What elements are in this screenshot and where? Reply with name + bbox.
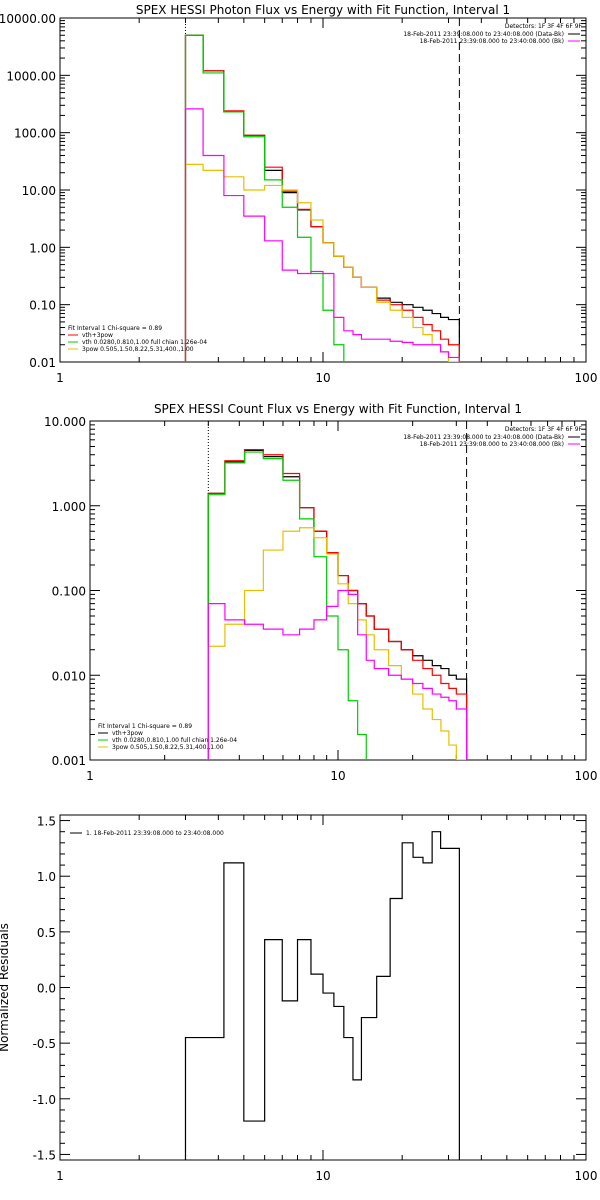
y-axis-label: Normalized Residuals [0, 923, 11, 1052]
chart-title: SPEX HESSI Photon Flux vs Energy with Fi… [136, 3, 510, 17]
x-tick-label: 10 [315, 1169, 330, 1183]
y-tick-label: 10.000 [44, 415, 86, 429]
y-tick-label: -1.0 [33, 1093, 56, 1107]
x-tick-label: 10 [315, 371, 330, 385]
y-tick-label: 0.0 [37, 982, 56, 996]
y-tick-label: 10000.00 [0, 12, 56, 26]
fit-legend-entry: vth+3pow [82, 332, 113, 339]
y-tick-label: 1.0 [37, 870, 56, 884]
y-tick-label: 1.5 [37, 815, 56, 829]
fit-legend-entry: 3pow 0.505,1.50,8.22,5.31,400.,1.00 [112, 744, 224, 751]
x-tick-label: 10 [330, 769, 345, 783]
series-vth-line [184, 34, 460, 362]
time-legend-entry: 18-Feb-2011 23:39:08.000 to 23:40:08.000… [403, 31, 564, 38]
x-tick-label: 1 [56, 1169, 64, 1183]
y-tick-label: -1.5 [33, 1148, 56, 1162]
residual-legend-entry: 1. 18-Feb-2011 23:39:08.000 to 23:40:08.… [86, 830, 224, 837]
series-bk-line [207, 589, 468, 760]
y-tick-label: 0.10 [29, 299, 56, 313]
chart-panel-3: 1 10 100 -1.5 -1.0 -0.5 0.0 0.5 1.0 1.5 Normalized… [0, 814, 598, 1183]
y-tick-label: 0.100 [52, 585, 86, 599]
y-tick-label: 1.00 [29, 241, 56, 255]
series-vth-line [207, 451, 468, 760]
y-tick-label: 0.001 [52, 754, 86, 768]
series-data-bk-line [184, 34, 460, 362]
detectors-label: Detectors: 1F 3F 4F 6F 9F [505, 426, 583, 433]
chart-title: SPEX HESSI Count Flux vs Energy with Fit… [154, 402, 522, 416]
time-legend-entry: 18-Feb-2011 23:39:08.000 to 23:40:08.000… [420, 38, 564, 45]
time-legend-entry: 18-Feb-2011 23:39:08.000 to 23:40:08.000… [403, 434, 564, 441]
x-tick-label: 1 [56, 371, 64, 385]
fit-legend-entry: vth 0.0280,0.810,1.00 full chian 1.26e-0… [82, 339, 207, 346]
fit-legend-header: Fit Interval 1 Chi-square = 0.89 [98, 723, 192, 730]
y-tick-label: 10.00 [22, 184, 56, 198]
fit-legend-header: Fit Interval 1 Chi-square = 0.89 [68, 325, 162, 332]
chart-panel-1: SPEX HESSI Photon Flux vs Energy with Fi… [0, 3, 598, 385]
x-tick-label: 100 [575, 769, 598, 783]
time-legend-entry: 18-Feb-2011 23:39:08.000 to 23:40:08.000… [420, 441, 564, 448]
y-tick-label: 1.000 [52, 500, 86, 514]
y-tick-label: 1000.00 [6, 69, 56, 83]
y-tick-label: 0.5 [37, 926, 56, 940]
series-bk-line [184, 108, 460, 362]
y-tick-label: 100.00 [14, 127, 56, 141]
series-vth-3pow-line [207, 448, 468, 760]
y-tick-label: 0.01 [29, 356, 56, 370]
chart-panel-2: SPEX HESSI Count Flux vs Energy with Fit… [44, 402, 598, 783]
y-tick-label: -0.5 [33, 1037, 56, 1051]
x-tick-label: 100 [575, 1169, 598, 1183]
x-tick-label: 100 [575, 371, 598, 385]
y-tick-label: 0.010 [52, 669, 86, 683]
x-tick-label: 1 [86, 769, 94, 783]
detectors-label: Detectors: 1F 3F 4F 6F 9F [505, 23, 583, 30]
series-3pow-line [184, 163, 460, 362]
series-vth-3pow-line [184, 34, 460, 362]
fit-legend-entry: vth+3pow [112, 730, 143, 737]
fit-legend-entry: 3pow 0.505,1.50,8.22,5.31,400.,1.00 [82, 346, 194, 353]
series-1-18-feb-2011-23-39-08-000-to-23-40-08-000-line [184, 831, 460, 1160]
fit-legend-entry: vth 0.0280,0.810,1.00 full chian 1.26e-0… [112, 737, 237, 744]
